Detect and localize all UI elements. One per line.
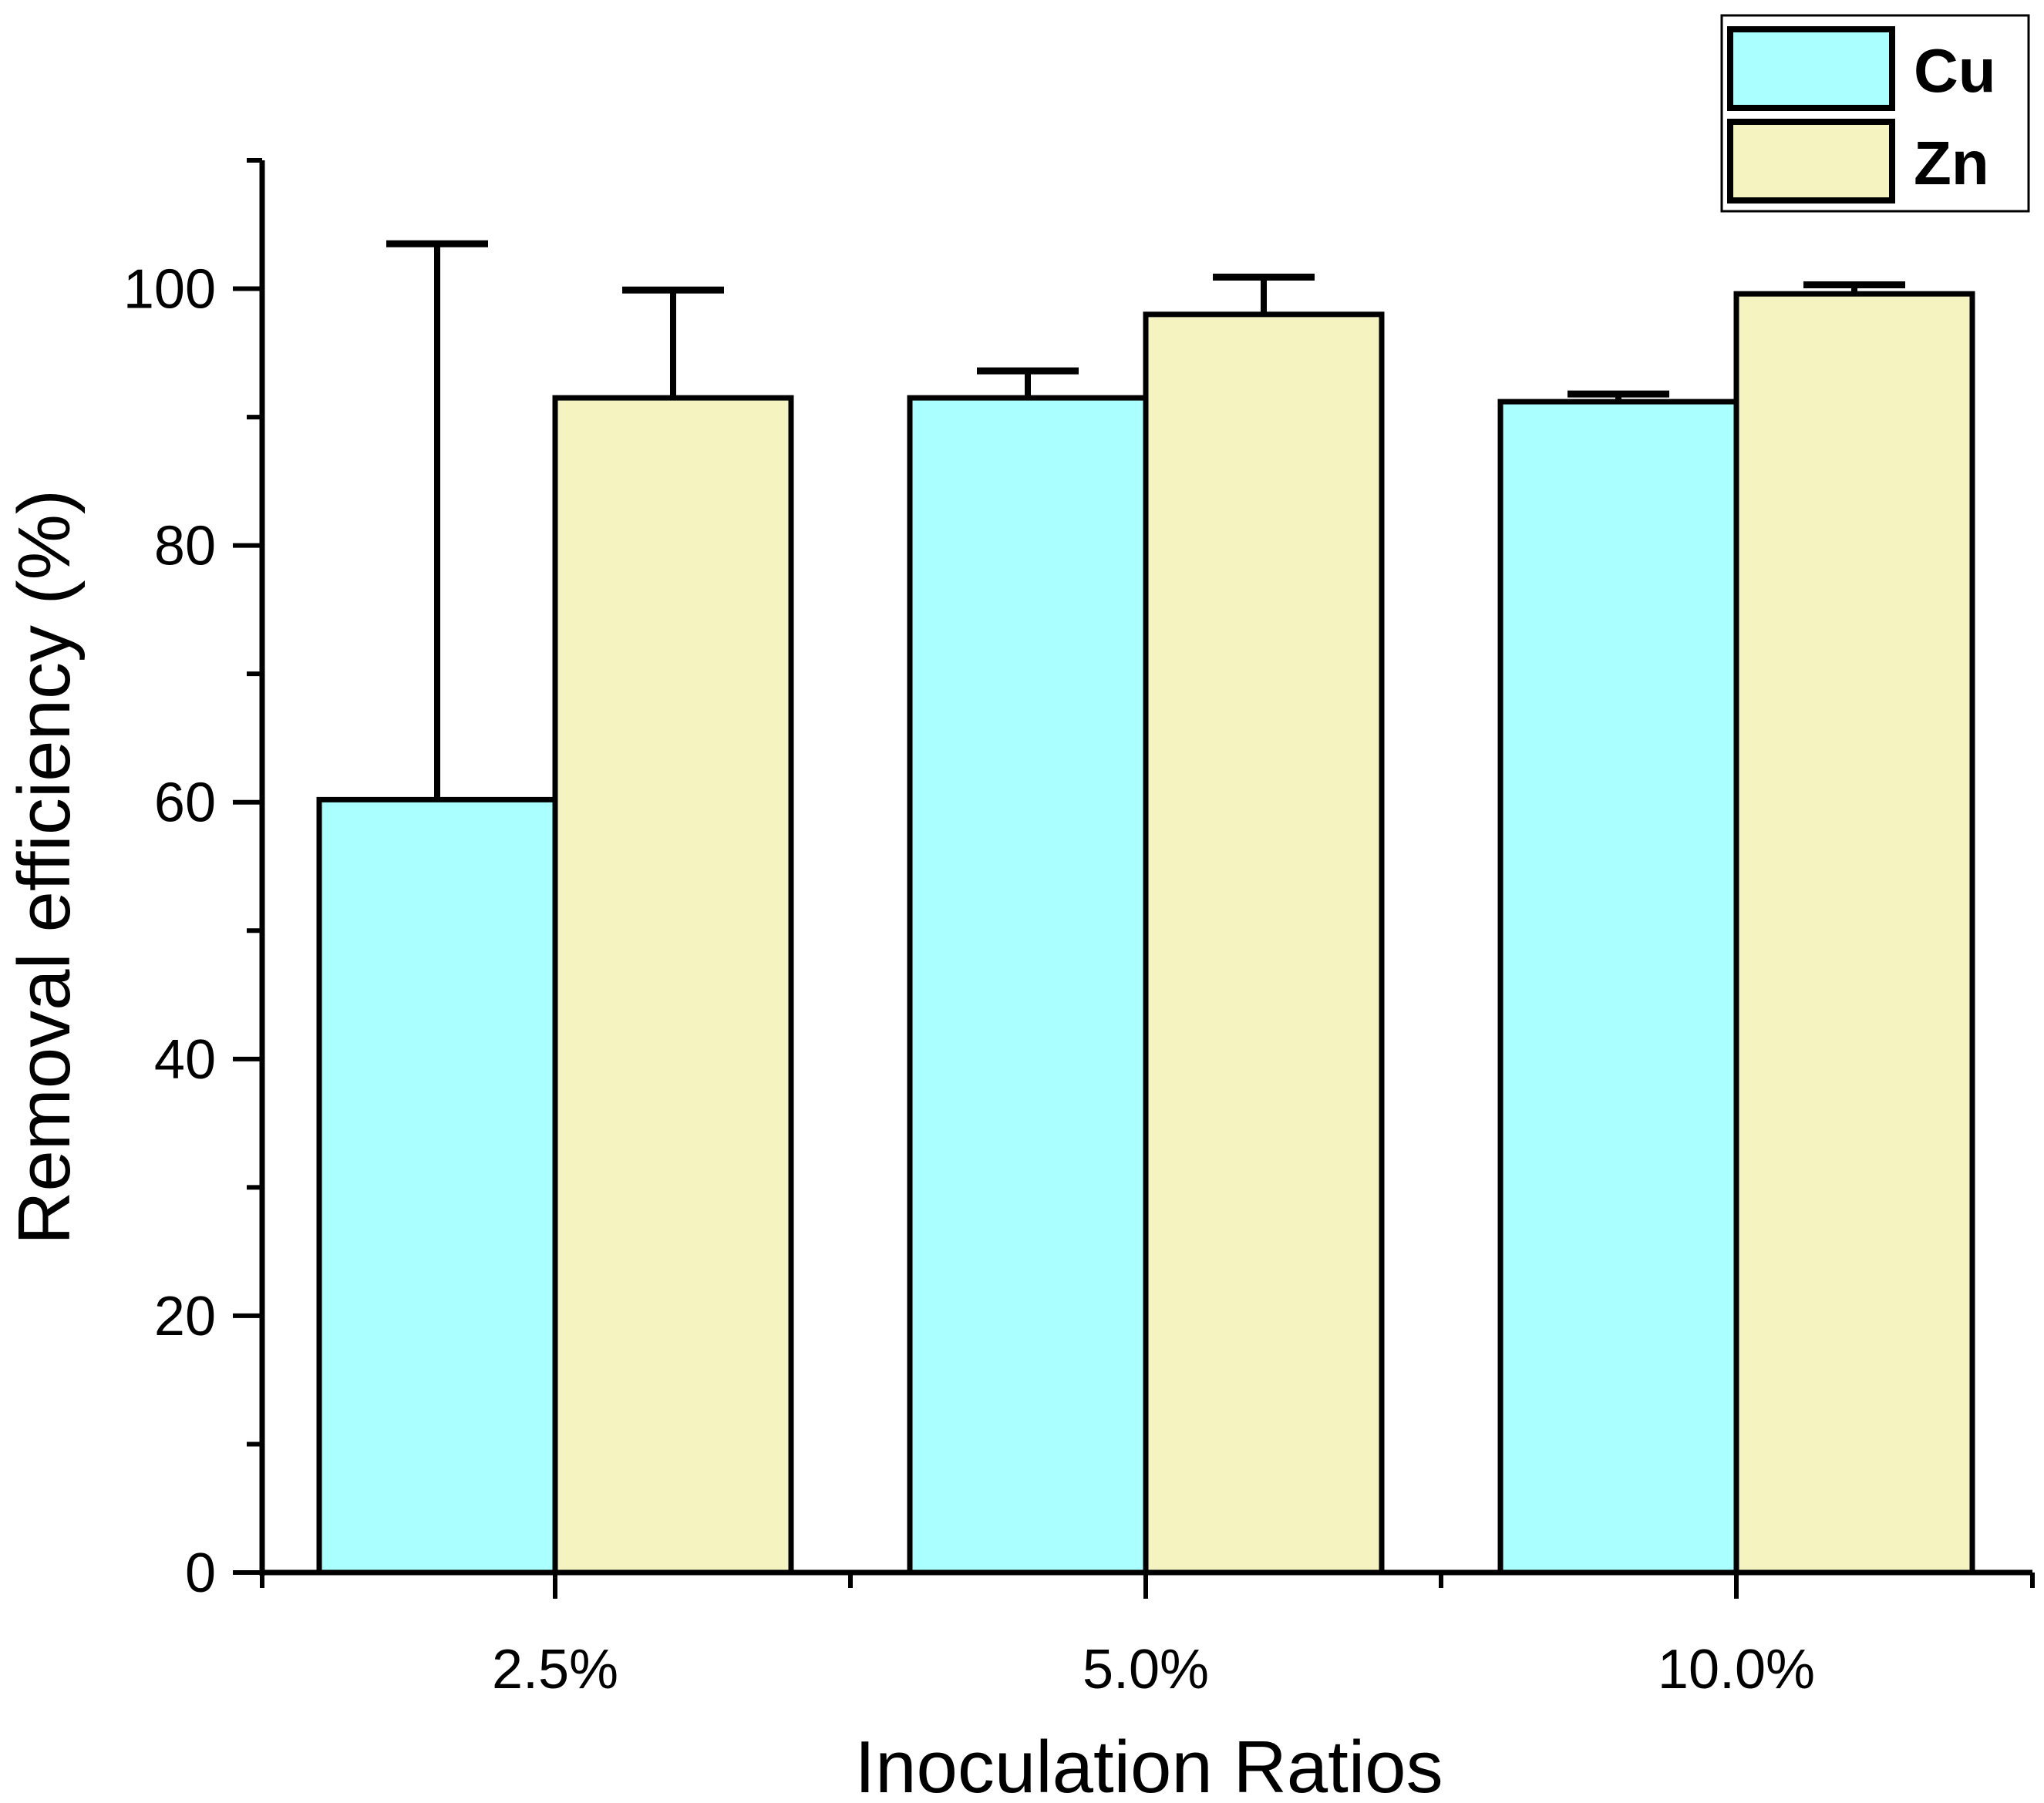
- x-tick-label-5-0: 5.0%: [1083, 1639, 1209, 1700]
- bar-cu-5-0: [907, 395, 1149, 1576]
- x-tick-label-10-0: 10.0%: [1658, 1639, 1815, 1700]
- legend-label-cu: Cu: [1914, 36, 1996, 105]
- y-tick-label-100: 100: [123, 259, 216, 321]
- error-bars-layer: [386, 240, 1905, 800]
- bar-cu-2-5: [316, 796, 558, 1576]
- y-tick-label-20: 20: [154, 1286, 216, 1347]
- bar-zn-5-0: [1143, 311, 1385, 1576]
- y-tick-label-40: 40: [154, 1029, 216, 1091]
- x-tick-label-2-5: 2.5%: [492, 1639, 618, 1700]
- bars-layer: [316, 291, 1975, 1576]
- bar-zn-2-5: [552, 395, 794, 1576]
- bar-cu-10-0: [1497, 399, 1739, 1576]
- bar-zn-10-0: [1733, 291, 1975, 1576]
- y-tick-label-60: 60: [154, 772, 216, 834]
- x-axis-title: Inoculation Ratios: [854, 1726, 1443, 1803]
- y-axis-title: Removal efficiency (%): [3, 489, 86, 1245]
- legend: Cu Zn: [1720, 14, 2030, 213]
- legend-swatch-cu: [1727, 26, 1895, 111]
- y-tick-label-0: 0: [185, 1542, 216, 1604]
- tick-labels-layer: 0 20 40 60 80 100 2.5% 5.0% 10.0%: [123, 259, 1815, 1700]
- y-tick-label-80: 80: [154, 516, 216, 577]
- legend-label-zn: Zn: [1914, 129, 1989, 197]
- legend-swatch-zn: [1727, 119, 1895, 204]
- axes-layer: [233, 158, 2035, 1599]
